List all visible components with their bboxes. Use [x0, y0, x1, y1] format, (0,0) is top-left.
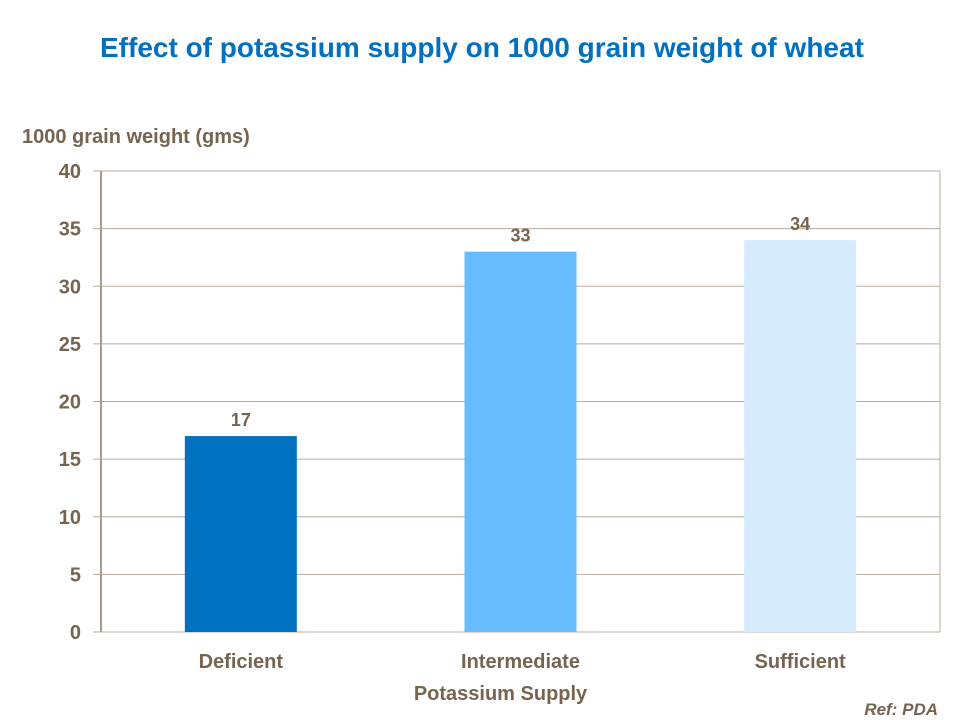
y-tick-label: 5: [70, 564, 81, 586]
x-tick-label: Intermediate: [461, 651, 580, 673]
y-tick-label: 25: [59, 334, 81, 356]
y-tick-label: 40: [59, 161, 81, 183]
data-label: 34: [790, 214, 810, 234]
y-tick-label: 15: [59, 449, 81, 471]
x-tick-label: Deficient: [199, 651, 284, 673]
x-tick-label: Sufficient: [755, 651, 846, 673]
data-label: 17: [231, 410, 251, 430]
bar-sufficient: [744, 240, 857, 632]
data-label: 33: [510, 226, 530, 246]
chart-title: Effect of potassium supply on 1000 grain…: [100, 32, 864, 63]
y-axis-label: 1000 grain weight (gms): [22, 126, 250, 148]
bar-intermediate: [464, 251, 577, 633]
x-axis-label: Potassium Supply: [414, 683, 588, 705]
y-tick-label: 30: [59, 276, 81, 298]
y-tick-label: 10: [59, 507, 81, 529]
bar-deficient: [184, 436, 297, 632]
reference-note: Ref: PDA: [864, 700, 938, 719]
y-tick-label: 20: [59, 392, 81, 414]
y-tick-label: 0: [70, 622, 81, 644]
y-tick-label: 35: [59, 219, 81, 241]
